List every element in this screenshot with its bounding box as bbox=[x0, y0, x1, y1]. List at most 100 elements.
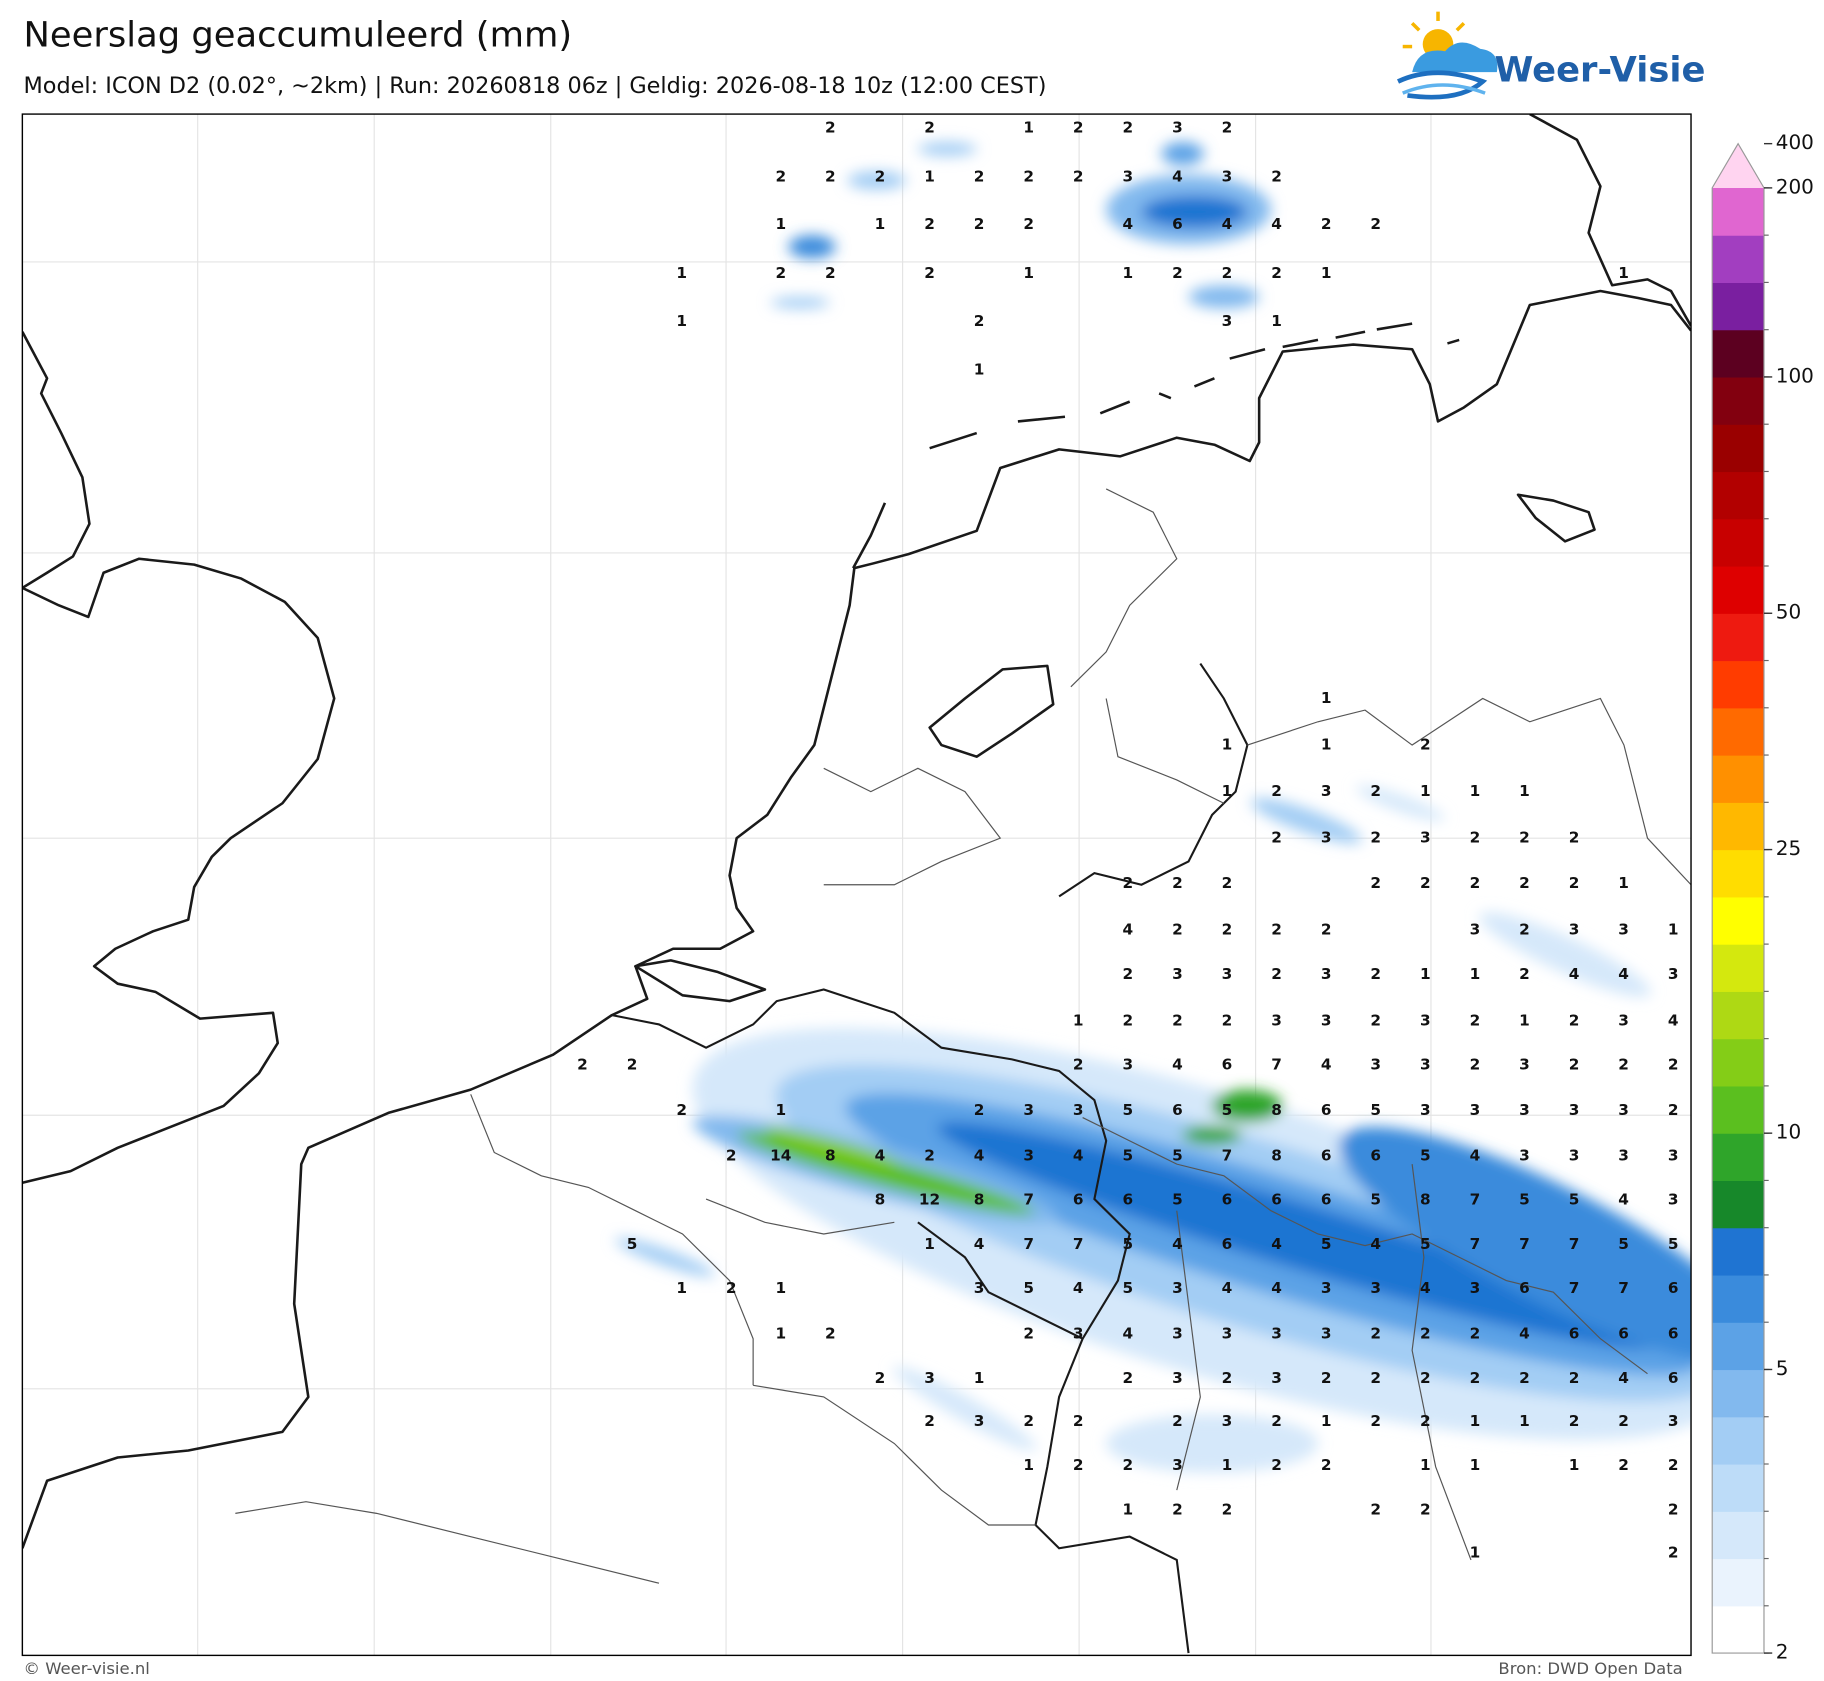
grid-value: 1 bbox=[1321, 689, 1332, 707]
grid-value: 2 bbox=[1420, 1369, 1431, 1387]
colorbar-band bbox=[1712, 329, 1764, 378]
grid-value: 1 bbox=[1569, 1456, 1580, 1474]
grid-value: 2 bbox=[1271, 921, 1282, 939]
grid-value: 6 bbox=[1172, 1101, 1183, 1119]
grid-value: 2 bbox=[1073, 119, 1084, 137]
grid-value: 6 bbox=[1668, 1325, 1679, 1343]
grid-value: 2 bbox=[1073, 1056, 1084, 1074]
colorbar-band bbox=[1712, 376, 1764, 425]
colorbar-band bbox=[1712, 1464, 1764, 1512]
grid-value: 3 bbox=[1618, 1011, 1629, 1029]
grid-value: 3 bbox=[1321, 1279, 1332, 1297]
grid-value: 3 bbox=[1172, 1456, 1183, 1474]
colorbar-band bbox=[1712, 187, 1764, 236]
colorbar-band bbox=[1712, 1605, 1764, 1654]
grid-value: 3 bbox=[1519, 1147, 1530, 1165]
colorbar-band bbox=[1712, 1274, 1764, 1323]
grid-value: 3 bbox=[1172, 1369, 1183, 1387]
grid-value: 2 bbox=[1569, 1369, 1580, 1387]
colorbar-extend bbox=[1712, 143, 1764, 188]
grid-value: 2 bbox=[1321, 921, 1332, 939]
colorbar-band bbox=[1712, 1369, 1764, 1418]
grid-value: 5 bbox=[1123, 1101, 1134, 1119]
grid-value: 3 bbox=[1321, 782, 1332, 800]
grid-value: 3 bbox=[1222, 1325, 1233, 1343]
grid-value: 2 bbox=[1222, 1500, 1233, 1518]
grid-value: 3 bbox=[1420, 1101, 1431, 1119]
grid-value: 4 bbox=[1321, 1056, 1332, 1074]
colorbar-band bbox=[1712, 944, 1764, 992]
grid-value: 5 bbox=[1668, 1235, 1679, 1253]
grid-value: 3 bbox=[974, 1279, 985, 1297]
colorbar-band bbox=[1712, 755, 1764, 803]
grid-value: 4 bbox=[1073, 1279, 1084, 1297]
grid-value: 3 bbox=[1271, 1011, 1282, 1029]
grid-value: 1 bbox=[974, 1369, 985, 1387]
grid-value: 6 bbox=[1569, 1325, 1580, 1343]
grid-value: 2 bbox=[825, 167, 836, 185]
grid-value: 1 bbox=[1470, 1456, 1481, 1474]
grid-value: 2 bbox=[924, 119, 935, 137]
grid-value: 6 bbox=[1271, 1191, 1282, 1209]
grid-value: 2 bbox=[1519, 1369, 1530, 1387]
grid-value: 1 bbox=[676, 312, 687, 330]
grid-value: 1 bbox=[1519, 1412, 1530, 1430]
grid-value: 1 bbox=[1222, 782, 1233, 800]
grid-value: 2 bbox=[1222, 1369, 1233, 1387]
grid-value: 6 bbox=[1370, 1147, 1381, 1165]
grid-value: 2 bbox=[1519, 921, 1530, 939]
grid-value: 4 bbox=[1618, 1191, 1629, 1209]
grid-value: 3 bbox=[974, 1412, 985, 1430]
grid-value: 1 bbox=[1123, 264, 1134, 282]
grid-value: 4 bbox=[1271, 1235, 1282, 1253]
grid-value: 3 bbox=[1271, 1325, 1282, 1343]
grid-value: 1 bbox=[1420, 782, 1431, 800]
grid-value: 4 bbox=[1271, 215, 1282, 233]
grid-value: 2 bbox=[974, 167, 985, 185]
grid-value: 4 bbox=[1569, 965, 1580, 983]
grid-value: 4 bbox=[974, 1147, 985, 1165]
colorbar-band bbox=[1712, 707, 1764, 756]
grid-value: 2 bbox=[1618, 1456, 1629, 1474]
colorbar-band bbox=[1712, 1038, 1764, 1087]
grid-value: 2 bbox=[1420, 1500, 1431, 1518]
grid-value: 5 bbox=[1370, 1191, 1381, 1209]
grid-value: 1 bbox=[1321, 264, 1332, 282]
grid-value: 2 bbox=[676, 1101, 687, 1119]
grid-value: 7 bbox=[1470, 1191, 1481, 1209]
grid-value: 2 bbox=[1470, 1011, 1481, 1029]
grid-value: 2 bbox=[1470, 1369, 1481, 1387]
borders bbox=[235, 488, 1692, 1654]
logo-text: Weer-Visie bbox=[1495, 50, 1706, 91]
grid-value: 2 bbox=[1519, 874, 1530, 892]
precipitation-field bbox=[615, 142, 1692, 1473]
colorbar-band bbox=[1712, 235, 1764, 283]
grid-value: 1 bbox=[1618, 874, 1629, 892]
grid-value: 3 bbox=[1222, 1412, 1233, 1430]
grid-value: 2 bbox=[577, 1056, 588, 1074]
grid-value: 2 bbox=[1222, 921, 1233, 939]
grid-value: 2 bbox=[1073, 1412, 1084, 1430]
grid-value: 4 bbox=[1172, 167, 1183, 185]
grid-value: 4 bbox=[1222, 1279, 1233, 1297]
grid-value: 3 bbox=[1321, 1011, 1332, 1029]
grid-value: 7 bbox=[1023, 1191, 1034, 1209]
grid-value: 3 bbox=[1222, 312, 1233, 330]
colorbar-tick-label: 10 bbox=[1776, 1121, 1801, 1144]
grid-value: 4 bbox=[1123, 1325, 1134, 1343]
grid-value: 7 bbox=[1618, 1279, 1629, 1297]
grid-value: 2 bbox=[1271, 965, 1282, 983]
grid-value: 2 bbox=[726, 1147, 737, 1165]
grid-value: 2 bbox=[1668, 1456, 1679, 1474]
colorbar-band bbox=[1712, 1511, 1764, 1560]
grid-value: 1 bbox=[1668, 921, 1679, 939]
grid-value: 1 bbox=[875, 215, 886, 233]
grid-value: 3 bbox=[1073, 1325, 1084, 1343]
grid-value: 1 bbox=[1470, 965, 1481, 983]
grid-value: 2 bbox=[1271, 167, 1282, 185]
grid-value: 2 bbox=[924, 1412, 935, 1430]
grid-value: 8 bbox=[825, 1147, 836, 1165]
grid-value: 5 bbox=[1420, 1147, 1431, 1165]
grid-value: 3 bbox=[1668, 1412, 1679, 1430]
